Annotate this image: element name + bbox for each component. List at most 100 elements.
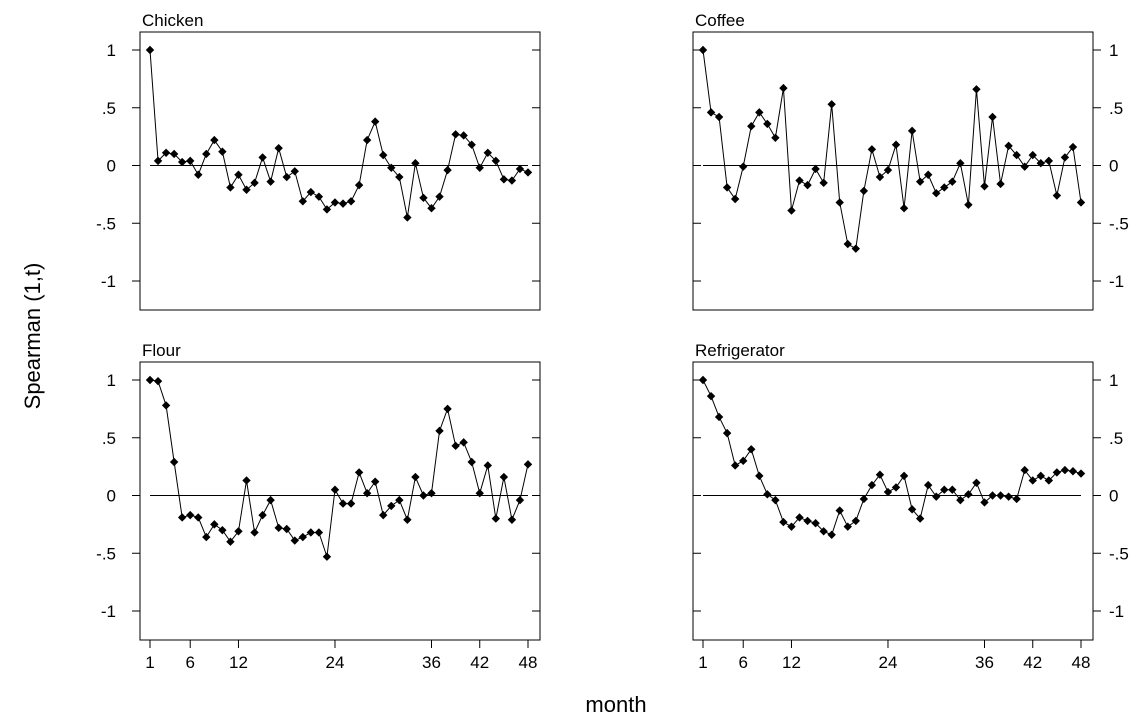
data-point xyxy=(1044,476,1054,485)
x-tick-label: 42 xyxy=(1023,653,1042,672)
data-point xyxy=(169,149,179,159)
y-tick-label: 0 xyxy=(107,487,116,506)
data-point xyxy=(1028,476,1037,485)
panel-flour: Flour 1 .5 0 -.5 -1 1 6 12 24 36 42 48 xyxy=(96,341,541,672)
panel-frame xyxy=(139,361,541,641)
data-point xyxy=(467,457,476,467)
data-point xyxy=(714,412,724,422)
data-point xyxy=(851,516,861,526)
y-tick-label: -1 xyxy=(101,272,116,291)
data-point xyxy=(1068,467,1078,476)
data-point xyxy=(210,520,219,529)
data-point xyxy=(964,200,973,209)
data-point xyxy=(523,168,533,177)
data-point xyxy=(883,165,893,175)
data-point xyxy=(722,183,732,192)
data-point xyxy=(330,485,340,494)
data-point xyxy=(234,170,243,179)
data-point xyxy=(250,528,259,537)
y-axis-title: Spearman (1,t) xyxy=(20,263,45,410)
y-tick-label: -.5 xyxy=(1109,214,1129,233)
data-point xyxy=(779,517,788,527)
data-point xyxy=(298,532,308,542)
data-point xyxy=(988,491,997,500)
data-point xyxy=(161,401,171,410)
data-point xyxy=(346,499,356,508)
data-point xyxy=(290,536,299,545)
data-point xyxy=(427,488,436,498)
data-point xyxy=(306,528,316,537)
data-point xyxy=(202,149,211,159)
data-point xyxy=(306,187,316,197)
data-point xyxy=(338,199,348,208)
data-point xyxy=(475,488,484,498)
x-axis-title: month xyxy=(585,692,646,717)
data-point xyxy=(274,523,283,533)
data-point xyxy=(867,145,877,154)
data-point xyxy=(706,391,716,401)
data-point xyxy=(739,456,748,466)
data-point xyxy=(1004,141,1013,151)
data-point xyxy=(899,471,909,481)
data-point xyxy=(747,445,756,454)
x-tick-label: 24 xyxy=(326,653,345,672)
data-point xyxy=(899,204,909,213)
data-point xyxy=(491,514,501,523)
data-point xyxy=(153,376,163,386)
data-point xyxy=(988,112,997,122)
data-point xyxy=(177,157,187,167)
data-point xyxy=(411,158,420,168)
data-point xyxy=(811,519,820,528)
data-point xyxy=(419,193,428,203)
data-point xyxy=(427,204,436,213)
data-point xyxy=(443,165,452,175)
x-tick-label: 42 xyxy=(470,653,489,672)
data-point xyxy=(242,185,251,194)
series-line xyxy=(702,49,1082,250)
data-point xyxy=(964,490,973,499)
data-point xyxy=(186,156,195,166)
data-point xyxy=(314,192,324,201)
data-point xyxy=(387,163,396,173)
data-point xyxy=(795,176,804,185)
data-point xyxy=(226,537,235,546)
data-point xyxy=(803,516,812,526)
data-point xyxy=(1068,142,1078,152)
data-point xyxy=(186,510,195,520)
data-point xyxy=(859,494,869,504)
data-point xyxy=(210,135,219,145)
data-point xyxy=(395,172,404,182)
data-point xyxy=(322,552,332,561)
data-point xyxy=(940,183,949,192)
data-point xyxy=(370,117,380,126)
y-tick-label: -1 xyxy=(1109,602,1124,621)
data-point xyxy=(242,476,251,485)
data-point xyxy=(763,490,772,499)
data-point xyxy=(483,461,492,470)
data-point xyxy=(771,495,780,505)
data-point xyxy=(1020,162,1029,171)
data-point xyxy=(395,495,404,505)
data-point xyxy=(883,487,893,497)
y-tick-label: .5 xyxy=(1109,429,1123,448)
x-tick-label: 24 xyxy=(879,653,898,672)
data-point xyxy=(145,375,155,385)
data-point xyxy=(234,527,243,536)
data-point xyxy=(282,524,291,534)
data-point xyxy=(387,501,396,511)
data-point xyxy=(940,485,949,494)
data-point xyxy=(932,189,941,198)
data-point xyxy=(859,186,869,196)
panel-title: Flour xyxy=(142,341,181,360)
data-point xyxy=(907,126,917,136)
data-point xyxy=(698,375,708,385)
y-tick-label: 0 xyxy=(1109,487,1118,506)
data-point xyxy=(194,170,203,179)
data-point xyxy=(956,495,965,505)
data-point xyxy=(763,119,772,129)
data-point xyxy=(338,499,348,508)
data-point xyxy=(379,150,388,160)
data-point xyxy=(362,488,372,498)
data-point xyxy=(948,485,957,494)
